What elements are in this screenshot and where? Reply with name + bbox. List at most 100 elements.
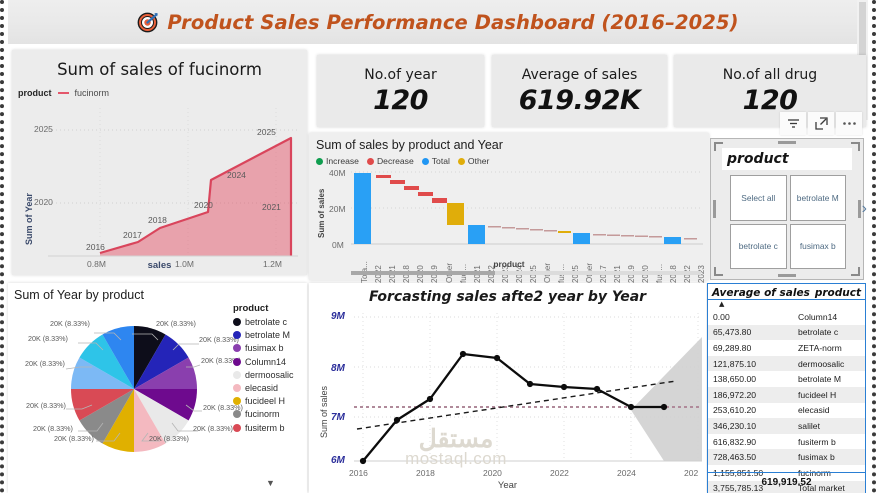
legend-label-total: Total: [431, 156, 450, 166]
legend-label: fusiterm b: [245, 422, 285, 433]
pie-legend-item[interactable]: fucinorm: [233, 409, 303, 419]
table-col-header-product[interactable]: product: [814, 287, 861, 299]
area-legend-series: fucinorm: [74, 88, 110, 98]
kpi-card-average-of-sales[interactable]: Average of sales 619.92K: [492, 55, 667, 127]
cell-value: 3,755,785.13: [713, 483, 764, 493]
product-slicer[interactable]: product Select all betrolate M betrolate…: [710, 138, 867, 280]
cell-product: Column14: [798, 311, 838, 322]
legend-label: dermoosalic: [245, 369, 294, 380]
fc-y-tick-7M: 7M: [331, 412, 345, 423]
pie-legend-item[interactable]: elecasid: [233, 383, 303, 393]
table-col-header-average-of-sales[interactable]: Average of sales: [712, 287, 810, 299]
resize-handle-left[interactable]: [713, 200, 716, 218]
resize-corner-tl: [714, 142, 723, 151]
more-options-icon[interactable]: [836, 112, 862, 135]
table-row[interactable]: 138,650.00 betrolate M: [708, 371, 865, 387]
target-icon: [137, 12, 158, 33]
cell-product: betrolate c: [798, 327, 839, 338]
kpi-label: No.of year: [364, 66, 437, 83]
kpi-label: No.of all drug: [722, 66, 818, 83]
table-row[interactable]: 253,610.20 elecasid: [708, 403, 865, 419]
pie-legend-item[interactable]: Column14: [233, 357, 303, 367]
focus-mode-icon[interactable]: [808, 112, 834, 135]
waterfall-chart-card[interactable]: Sum of sales by product and Year Increas…: [309, 133, 709, 283]
table-row[interactable]: 69,289.80 ZETA-norm: [708, 340, 865, 356]
pie-slice-label: 20K (8.33%): [201, 356, 241, 365]
legend-item-decrease[interactable]: Decrease: [366, 156, 414, 166]
kpi-card-no-of-all-drug[interactable]: No.of all drug 120: [674, 55, 866, 127]
chevron-right-icon[interactable]: ›: [861, 200, 867, 217]
area-y-tick-2020: 2020: [34, 197, 53, 207]
fc-y-tick-8M: 8M: [331, 363, 345, 374]
cell-value: 69,289.80: [713, 342, 752, 353]
cell-product: fucideel H: [798, 389, 837, 400]
pie-legend-item[interactable]: betrolate c: [233, 317, 303, 327]
table-row[interactable]: 65,473.80 betrolate c: [708, 324, 865, 341]
area-point-label-2020: 2020: [194, 200, 213, 210]
forecast-chart-title: Forcasting sales afte2 year by Year: [368, 289, 647, 305]
legend-swatch: [233, 357, 241, 366]
cell-value: 0.00: [713, 311, 730, 322]
legend-label-other: Other: [467, 156, 490, 166]
cell-value: 121,875.10: [713, 358, 757, 369]
cell-value: 728,463.50: [713, 452, 757, 463]
table-row[interactable]: 728,463.50 fusimax b: [708, 449, 865, 465]
fc-x-tick-2026: 202: [684, 468, 699, 478]
pie-legend-item[interactable]: fucideel H: [233, 396, 303, 406]
cell-product: dermoosalic: [798, 358, 845, 369]
legend-swatch: [233, 410, 241, 419]
legend-swatch: [233, 397, 241, 406]
table-total-row: 619,919.52: [708, 472, 865, 492]
pie-slice-label: 20K (8.33%): [33, 424, 73, 433]
legend-label: Column14: [245, 356, 287, 367]
cell-product: betrolate M: [798, 374, 841, 385]
cell-value: 346,230.10: [713, 420, 757, 431]
resize-handle-top[interactable]: [778, 141, 796, 144]
area-x-tick-1: 1.0M: [175, 259, 194, 269]
chevron-down-icon[interactable]: ▼: [266, 478, 275, 488]
cell-value: 253,610.20: [713, 405, 757, 416]
resize-handle-bottom[interactable]: [778, 274, 796, 277]
pie-legend-item[interactable]: fusimax b: [233, 343, 303, 353]
table-row[interactable]: 616,832.90 fusiterm b: [708, 434, 865, 450]
cell-value: 616,832.90: [713, 436, 757, 447]
fc-x-tick-2022: 2022: [550, 468, 569, 478]
area-legend-swatch: [57, 91, 69, 95]
area-chart-legend: product fucinorm: [18, 88, 109, 98]
page-title: Product Sales Performance Dashboard (201…: [167, 10, 739, 34]
legend-item-other[interactable]: Other: [457, 156, 490, 166]
legend-item-increase[interactable]: Increase: [316, 156, 359, 166]
slicer-header: product: [722, 148, 852, 170]
fc-x-tick-2018: 2018: [416, 468, 435, 478]
table-row[interactable]: 121,875.10 dermoosalic: [708, 355, 865, 372]
area-y-axis-title: Sum of Year: [24, 193, 34, 245]
area-chart-card[interactable]: Sum of sales of fucinorm product fucinor…: [12, 50, 307, 275]
table-body: 0.00 Column14 65,473.80 betrolate c 69,2…: [708, 309, 865, 493]
table-row[interactable]: 3,755,785.13 Total market: [708, 480, 865, 493]
pie-legend-item[interactable]: betrolate M: [233, 330, 303, 340]
wf-y-tick-20M: 20M: [329, 204, 346, 214]
slicer-tile-select-all[interactable]: Select all: [730, 175, 787, 221]
table-row[interactable]: 186,972.20 fucideel H: [708, 386, 865, 403]
slicer-tile-fusimax-b[interactable]: fusimax b: [789, 223, 846, 269]
average-sales-table[interactable]: Average of sales product ▲ 0.00 Column14…: [707, 283, 866, 493]
table-row[interactable]: 0.00 Column14: [708, 309, 865, 325]
resize-handle-right[interactable]: [858, 200, 861, 218]
pie-legend-item[interactable]: fusiterm b: [233, 423, 303, 433]
pie-legend-item[interactable]: dermoosalic: [233, 370, 303, 380]
filter-icon[interactable]: [780, 112, 806, 135]
legend-swatch: [233, 318, 241, 326]
fc-x-tick-2024: 2024: [617, 468, 636, 478]
area-point-label-2025: 2025: [257, 127, 276, 137]
table-row[interactable]: 346,230.10 salilet: [708, 418, 865, 434]
legend-label: betrolate M: [245, 330, 291, 341]
fc-x-tick-2016: 2016: [349, 468, 368, 478]
forecast-chart-card[interactable]: Forcasting sales afte2 year by Year Sum …: [309, 283, 706, 493]
slicer-tile-betrolate-c[interactable]: betrolate c: [730, 223, 787, 269]
slicer-field-label: product: [727, 151, 789, 167]
kpi-card-no-of-year[interactable]: No.of year 120: [317, 55, 484, 127]
slicer-tile-betrolate-m[interactable]: betrolate M: [789, 175, 846, 221]
pie-chart-card[interactable]: Sum of Year by product: [8, 283, 307, 493]
waterfall-h-scrollbar[interactable]: [351, 271, 701, 275]
legend-item-total[interactable]: Total: [421, 156, 450, 166]
